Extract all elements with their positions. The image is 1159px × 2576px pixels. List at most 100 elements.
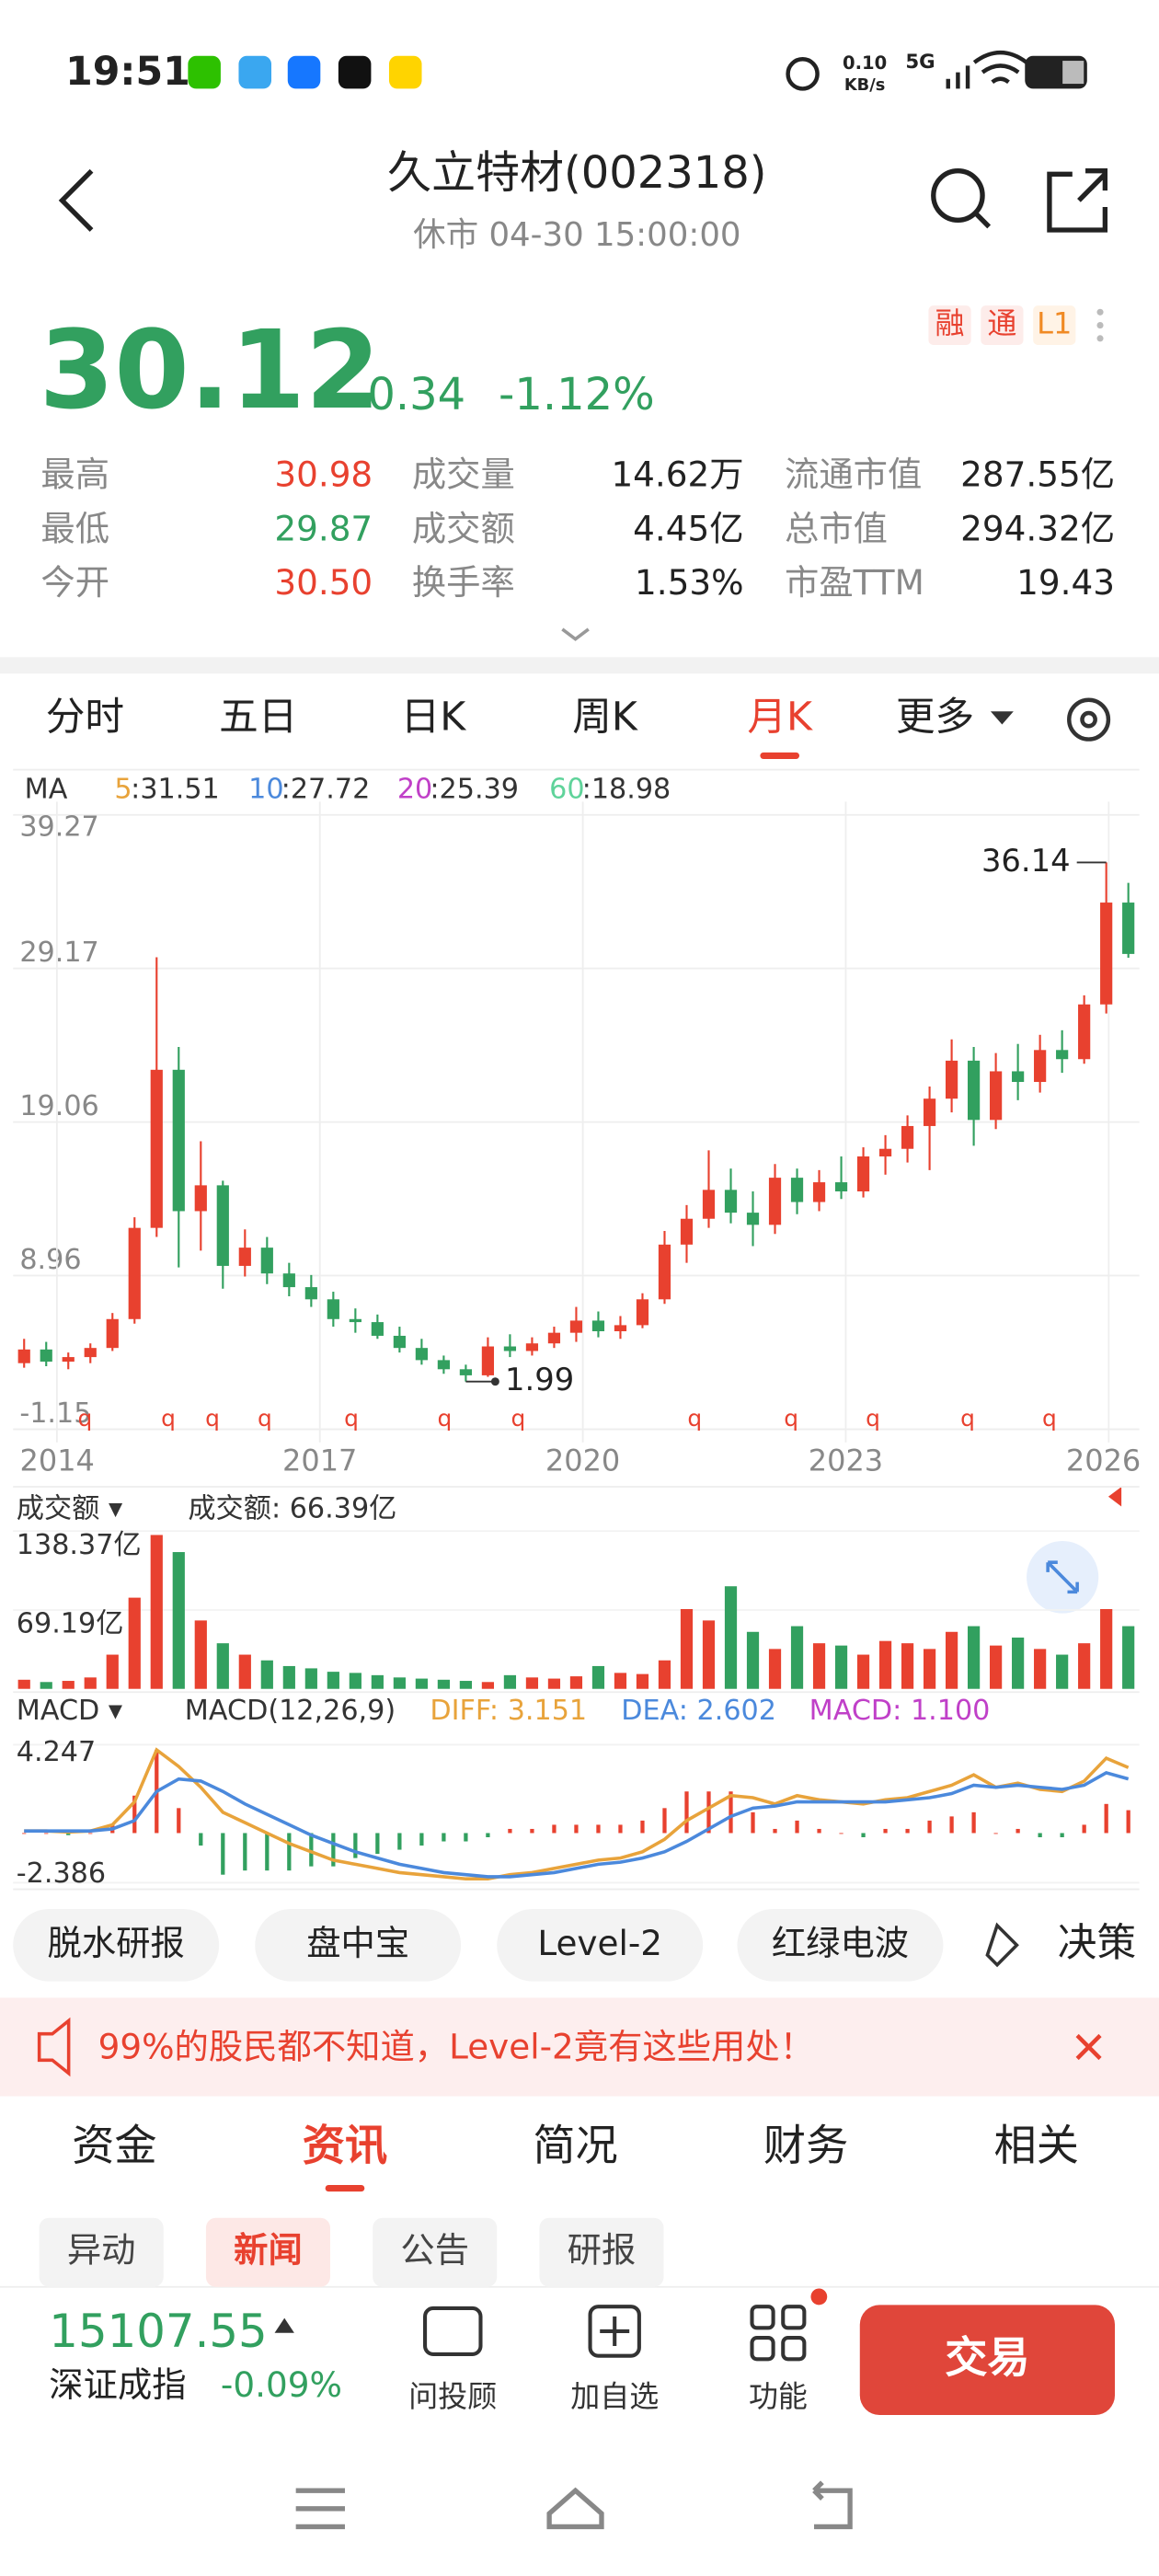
volume-bar <box>968 1626 981 1689</box>
expand-chart-button[interactable] <box>1027 1541 1099 1614</box>
chip-bg[interactable] <box>13 1909 220 1982</box>
macd-bar <box>574 1824 579 1834</box>
x-tick-label: 2014 <box>20 1443 95 1478</box>
volume-menu[interactable]: 成交额 ▾ <box>17 1493 123 1525</box>
nav-bar[interactable] <box>295 2480 853 2530</box>
banner-close[interactable] <box>1075 2033 1102 2061</box>
volume-bar <box>393 1677 406 1689</box>
candle-body <box>282 1273 295 1288</box>
sub-tab-bg[interactable] <box>373 2217 498 2287</box>
more-dot <box>1096 308 1104 316</box>
period-tab[interactable]: 更多 <box>896 695 974 741</box>
macd-bar <box>486 1833 490 1837</box>
period-tab[interactable]: 日K <box>401 695 467 741</box>
dividend-marker: q <box>161 1405 176 1432</box>
macd-bar <box>883 1828 888 1834</box>
badge-bg <box>928 305 971 345</box>
period-tab[interactable]: 月K <box>747 695 813 741</box>
trade-button[interactable] <box>859 2305 1116 2415</box>
sub-tab-bg[interactable] <box>205 2217 330 2287</box>
info-tab[interactable]: 资讯 <box>303 2121 387 2170</box>
volume-bar <box>437 1679 450 1689</box>
info-tab[interactable]: 资金 <box>72 2121 156 2170</box>
dea-label: DEA: 2.602 <box>621 1695 776 1727</box>
volume-bar <box>658 1660 671 1689</box>
sub-tab[interactable]: 异动 <box>67 2230 136 2271</box>
trade-label[interactable]: 交易 <box>945 2332 1029 2382</box>
candle-body <box>1122 903 1135 954</box>
info-tab[interactable]: 相关 <box>994 2121 1079 2170</box>
info-tab[interactable]: 简况 <box>533 2121 617 2170</box>
candle-body <box>636 1299 649 1326</box>
status-speed: 0.10 <box>843 52 887 74</box>
candle-body <box>349 1318 361 1323</box>
volume-bar <box>547 1678 561 1689</box>
settings-button[interactable] <box>1067 697 1111 742</box>
share-button[interactable] <box>1047 168 1108 233</box>
toolbar-button[interactable]: 功能 <box>749 2379 808 2414</box>
macd-menu[interactable]: MACD ▾ <box>17 1695 123 1727</box>
candle-body <box>106 1318 119 1349</box>
chip[interactable]: 盘中宝 <box>306 1923 409 1963</box>
y-tick-label: 69.19亿 <box>17 1608 124 1640</box>
candle-body <box>216 1185 229 1266</box>
chip[interactable]: 决策 <box>1058 1920 1136 1966</box>
volume-bar <box>834 1645 848 1689</box>
stat-value: 4.45亿 <box>633 508 743 548</box>
expand-chevron[interactable] <box>561 627 590 641</box>
search-button[interactable] <box>931 168 992 229</box>
toolbar-button[interactable]: 问投顾 <box>408 2379 497 2414</box>
macd-bar <box>684 1791 689 1834</box>
candle-body <box>194 1185 207 1212</box>
stat-value: 14.62万 <box>611 454 743 494</box>
dividend-marker: q <box>784 1405 798 1432</box>
sub-tab[interactable]: 新闻 <box>234 2230 303 2271</box>
macd-bar <box>618 1824 623 1834</box>
candle-body <box>17 1349 30 1363</box>
info-tab[interactable]: 财务 <box>763 2121 848 2170</box>
y-tick-label: 4.247 <box>17 1736 96 1768</box>
chip[interactable]: Level-2 <box>537 1923 662 1963</box>
stat-label: 成交量 <box>412 454 515 494</box>
badge-bg <box>981 305 1024 345</box>
chip-bg[interactable] <box>737 1909 944 1982</box>
period-tab[interactable]: 分时 <box>46 695 124 741</box>
chip[interactable]: 红绿电波 <box>772 1923 909 1963</box>
promo-banner[interactable]: 99%的股民都不知道，Level-2竟有这些用处！ <box>98 2026 814 2066</box>
sub-tab-bg[interactable] <box>39 2217 164 2287</box>
sub-tab-bg[interactable] <box>539 2217 664 2287</box>
chip-bg[interactable] <box>497 1909 704 1982</box>
volume-bar <box>106 1654 119 1689</box>
macd-bar <box>132 1795 137 1834</box>
period-tab[interactable]: 周K <box>572 695 638 741</box>
macd-bar <box>397 1833 402 1850</box>
volume-bar <box>17 1679 30 1689</box>
stat-value: 287.55亿 <box>960 454 1115 494</box>
macd-bar <box>640 1820 645 1834</box>
candle-body <box>415 1348 428 1361</box>
sub-tab[interactable]: 研报 <box>568 2230 637 2271</box>
dividend-marker: q <box>1042 1405 1057 1432</box>
candle-body <box>1100 903 1113 1005</box>
candle-body <box>812 1182 826 1202</box>
dividend-marker: q <box>866 1405 880 1432</box>
stat-value: 19.43 <box>1016 562 1115 603</box>
volume-bar <box>923 1649 936 1689</box>
volume-bar <box>1034 1649 1047 1689</box>
sub-tab[interactable]: 公告 <box>400 2230 469 2271</box>
ma-label: MA <box>25 773 68 805</box>
back-button[interactable] <box>58 168 94 232</box>
toolbar-button[interactable]: 加自选 <box>570 2379 659 2414</box>
period-tab[interactable]: 五日 <box>219 695 297 741</box>
macd-bar <box>1016 1828 1020 1834</box>
candle-body <box>481 1346 495 1375</box>
ma-name: 60 <box>549 773 584 805</box>
chip[interactable]: 脱水研报 <box>48 1923 185 1963</box>
volume-bar <box>614 1673 627 1689</box>
ma-name: 5 <box>114 773 132 805</box>
chip-bg[interactable] <box>255 1909 462 1982</box>
volume-bar <box>724 1586 738 1689</box>
macd-bar <box>442 1833 446 1842</box>
candle-body <box>260 1248 273 1274</box>
macd-bar <box>927 1820 932 1834</box>
